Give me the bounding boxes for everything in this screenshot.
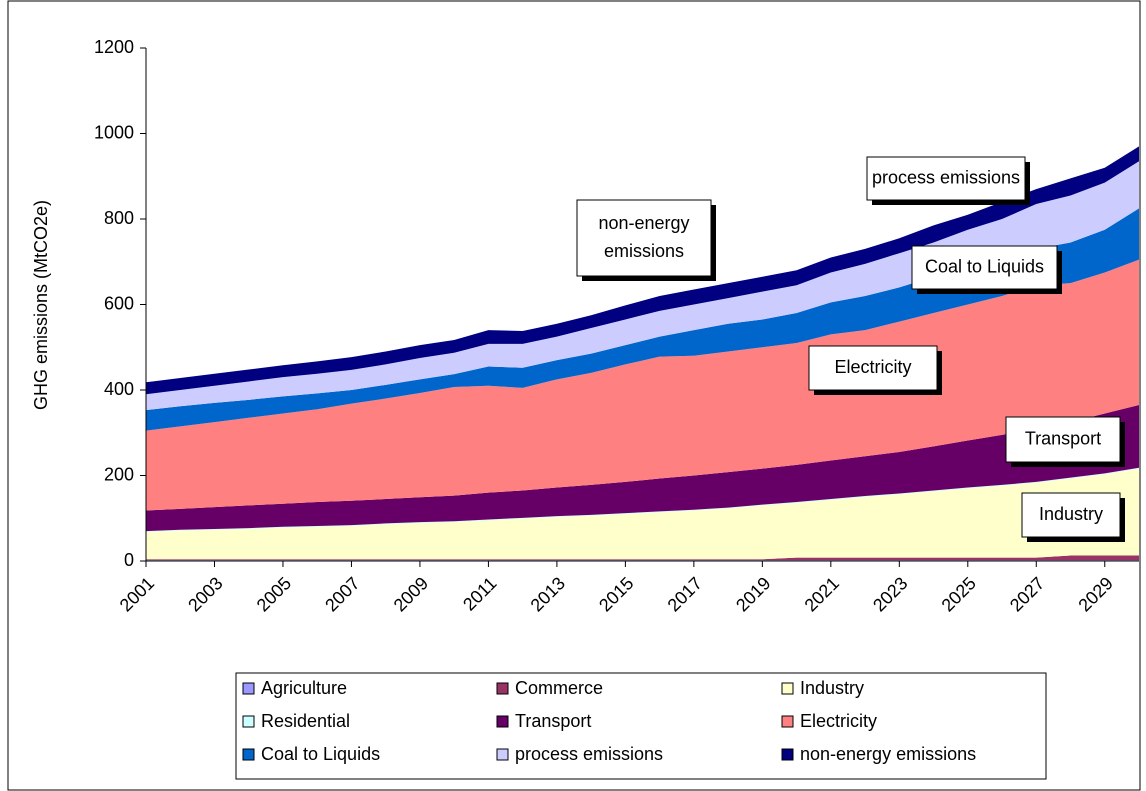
legend-label: Industry <box>800 678 864 698</box>
annotation-text: Industry <box>1039 504 1103 524</box>
annotation-text: Coal to Liquids <box>925 256 1044 276</box>
annotation-text: emissions <box>604 241 684 261</box>
y-tick-label: 1000 <box>94 122 134 142</box>
annotation-box <box>911 245 1058 290</box>
area <box>146 259 1139 511</box>
area <box>146 208 1139 431</box>
annotation-text: non-energy <box>598 213 689 233</box>
y-tick-label: 200 <box>104 464 134 484</box>
annotation-box <box>808 345 938 391</box>
legend-label: process emissions <box>515 744 663 764</box>
y-tick-label: 0 <box>124 550 134 570</box>
annotation-text: Electricity <box>834 357 911 377</box>
y-axis-title: GHG emissions (MtCO2e) <box>31 200 51 410</box>
legend-swatch <box>242 748 255 761</box>
legend-label: Transport <box>515 711 591 731</box>
legend-swatch <box>496 748 509 761</box>
legend-label: non-energy emissions <box>800 744 976 764</box>
annotation-box <box>866 156 1026 201</box>
annotation-text: Transport <box>1025 428 1101 448</box>
legend-label: Electricity <box>800 711 877 731</box>
y-tick-label: 800 <box>104 208 134 228</box>
area <box>146 468 1139 560</box>
annotation-box <box>1005 416 1121 463</box>
legend-swatch <box>496 682 509 695</box>
legend-label: Commerce <box>515 678 603 698</box>
area <box>146 555 1139 561</box>
legend-label: Residential <box>261 711 350 731</box>
annotation-text: process emissions <box>872 167 1020 187</box>
legend-frame <box>235 672 1047 780</box>
legend-label: Coal to Liquids <box>261 744 380 764</box>
legend-label: Agriculture <box>261 678 347 698</box>
annotation-box <box>576 199 712 277</box>
legend-swatch <box>781 748 794 761</box>
y-tick-label: 1200 <box>94 37 134 57</box>
legend-swatch <box>781 682 794 695</box>
area <box>146 404 1139 532</box>
legend-swatch <box>496 715 509 728</box>
legend-swatch <box>242 682 255 695</box>
area <box>146 161 1139 411</box>
y-tick-label: 400 <box>104 379 134 399</box>
y-tick-label: 600 <box>104 293 134 313</box>
annotation-box <box>1021 492 1121 538</box>
legend-swatch <box>242 715 255 728</box>
legend-swatch <box>781 715 794 728</box>
